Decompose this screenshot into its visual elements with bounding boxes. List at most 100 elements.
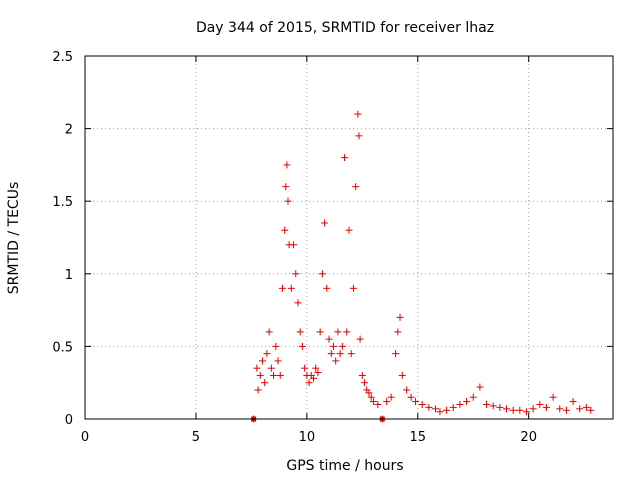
data-point (387, 393, 395, 401)
data-point (336, 350, 344, 358)
x-axis-title: GPS time / hours (286, 458, 403, 474)
data-point (476, 383, 484, 391)
plot-frame (84, 55, 614, 420)
data-point (263, 350, 271, 358)
data-point (369, 398, 377, 406)
data-point (456, 400, 464, 408)
data-point (418, 400, 426, 408)
data-point (258, 357, 266, 365)
data-point (267, 364, 275, 372)
y-axis-title: SRMTID / TECUs (6, 182, 22, 295)
data-point (281, 226, 289, 234)
data-point (496, 403, 504, 411)
data-point (305, 379, 313, 387)
data-point (287, 284, 295, 292)
data-point (489, 402, 497, 410)
data-point (256, 371, 264, 379)
data-point (321, 219, 329, 227)
data-point (403, 386, 411, 394)
data-point (463, 398, 471, 406)
data-point (436, 408, 444, 416)
data-point (503, 405, 511, 413)
grid-lines (85, 56, 613, 419)
data-point (270, 371, 278, 379)
data-point (325, 335, 333, 343)
data-point (398, 371, 406, 379)
data-point (301, 364, 309, 372)
data-point (449, 403, 457, 411)
data-point (542, 403, 550, 411)
data-point (569, 398, 577, 406)
data-point (283, 161, 291, 169)
data-point (354, 110, 362, 118)
data-point (529, 405, 537, 413)
data-point (383, 398, 391, 406)
data-point (296, 328, 304, 336)
data-point (352, 183, 360, 191)
data-point (298, 342, 306, 350)
axes: 0 5 10 15 20 0 0.5 1 1.5 2 2.5 (52, 50, 614, 445)
data-point (358, 371, 366, 379)
data-point (443, 406, 451, 414)
data-point (407, 393, 415, 401)
data-point (367, 393, 375, 401)
y-tick-label: 1.5 (52, 195, 73, 210)
data-point (392, 350, 400, 358)
data-point (329, 342, 337, 350)
data-point (355, 132, 363, 140)
data-point (290, 241, 298, 249)
data-point (276, 371, 284, 379)
x-tick-label: 5 (192, 430, 200, 445)
data-point (314, 369, 322, 377)
data-point (576, 405, 584, 413)
data-point (582, 403, 590, 411)
data-point (345, 226, 353, 234)
data-point (432, 405, 440, 413)
data-point (396, 313, 404, 321)
data-point (338, 342, 346, 350)
y-tick-label: 0 (65, 413, 73, 428)
data-point (261, 379, 269, 387)
data-point (327, 350, 335, 358)
data-point (253, 364, 261, 372)
y-tick-label: 1 (65, 268, 73, 283)
data-point (341, 154, 349, 162)
y-tick-label: 2 (65, 123, 73, 138)
data-point (349, 284, 357, 292)
data-point (282, 183, 290, 191)
data-point (412, 398, 420, 406)
data-point (332, 357, 340, 365)
data-point (536, 400, 544, 408)
data-point (562, 406, 570, 414)
y-tick-label: 0.5 (52, 340, 73, 355)
data-point (265, 328, 273, 336)
x-tick-label: 20 (520, 430, 537, 445)
data-point (356, 335, 364, 343)
data-point (254, 386, 262, 394)
data-point (365, 389, 373, 397)
data-point (361, 379, 369, 387)
x-tick-label: 0 (81, 430, 89, 445)
data-point (318, 270, 326, 278)
data-point (274, 357, 282, 365)
data-point (425, 403, 433, 411)
data-point (556, 405, 564, 413)
data-point (516, 406, 524, 414)
data-point (509, 406, 517, 414)
data-point (394, 328, 402, 336)
data-point (374, 400, 382, 408)
data-point (278, 284, 286, 292)
data-point (343, 328, 351, 336)
data-point (323, 284, 331, 292)
y-tick-label: 2.5 (52, 50, 73, 65)
data-point (312, 364, 320, 372)
data-point (310, 374, 318, 382)
x-tick-label: 10 (299, 430, 316, 445)
data-point (469, 393, 477, 401)
data-point (284, 197, 292, 205)
chart-title: Day 344 of 2015, SRMTID for receiver lha… (196, 20, 494, 36)
data-point (347, 350, 355, 358)
x-tick-label: 15 (409, 430, 426, 445)
data-point (272, 342, 280, 350)
